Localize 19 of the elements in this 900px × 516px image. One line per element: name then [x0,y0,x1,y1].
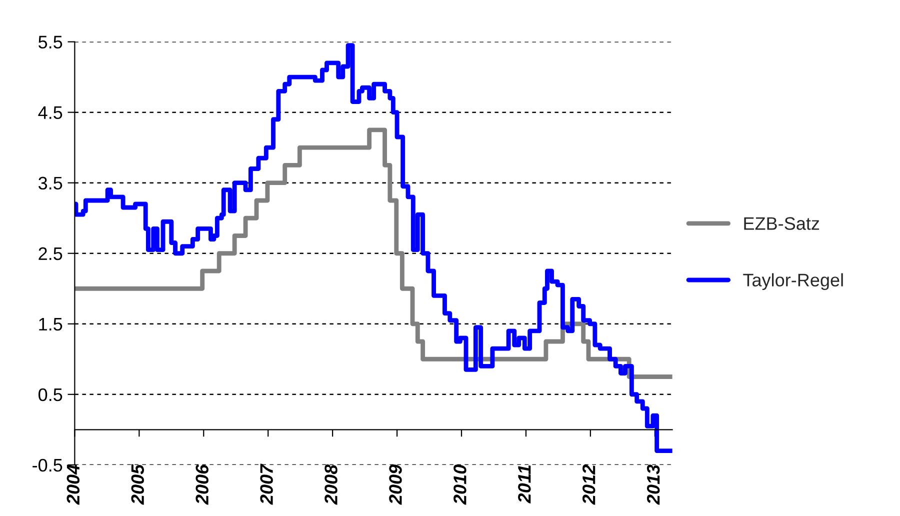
x-tick-label: 2005 [131,464,144,505]
x-tick-label: 2011 [518,465,531,504]
y-tick-label: 1.5 [39,318,62,331]
x-tick-label: 2009 [389,464,402,505]
x-tick-label: 2012 [582,464,596,505]
x-tick-label: 2004 [66,464,80,505]
x-tick-label: 2006 [196,464,208,505]
x-tick-label: 2010 [454,464,466,505]
y-tick-label: 4.5 [38,106,62,120]
y-tick-label: -0.5 [32,458,62,472]
x-tick-label: 2008 [324,464,338,505]
y-tick-label: 2.5 [38,247,62,260]
legend-label: EZB-Satz [744,217,820,230]
y-tick-label: 5.5 [38,36,62,49]
x-tick-label: 2007 [260,464,273,505]
legend-label: Taylor-Regel [743,273,843,290]
y-tick-label: 3.5 [38,176,62,190]
y-tick-label: 0.5 [38,388,62,402]
x-tick-label: 2013 [646,464,660,505]
